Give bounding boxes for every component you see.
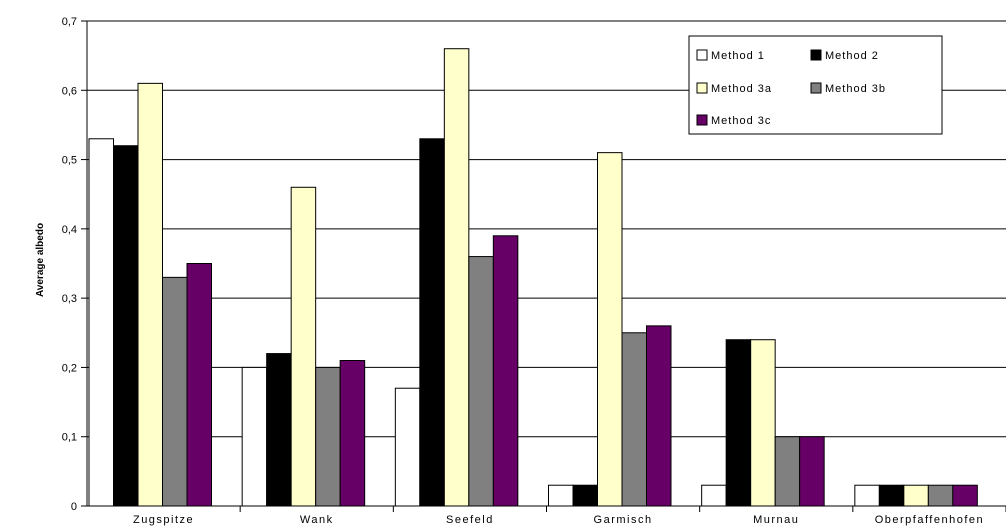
y-tick-label: 0,3 — [62, 293, 77, 305]
bar-method-1-seefeld — [394, 387, 421, 507]
gridlines — [87, 20, 1006, 438]
y-axis-label: Average albedo — [35, 223, 46, 297]
x-tick-label: Garmisch — [594, 514, 653, 526]
y-tick-labels: 0 0,1 0,2 0,3 0,4 0,5 0,6 0,7 — [62, 16, 77, 513]
bar-method-3c-seefeld — [492, 235, 519, 507]
y-tick-label: 0,1 — [62, 432, 77, 444]
legend-label: Method 1 — [711, 50, 765, 62]
bar-method-3b-garmisch — [621, 332, 647, 507]
legend-swatch-method-3a — [696, 82, 708, 94]
bar-method-3c-wank — [339, 360, 366, 507]
legend-swatch-method-3b — [810, 82, 822, 94]
y-tick-label: 0,6 — [62, 85, 77, 97]
x-tick-label: Wank — [300, 514, 334, 526]
bar-method-3a-seefeld — [443, 48, 470, 507]
x-tick-label: Zugspitze — [133, 514, 194, 526]
bar-method-3a-wank — [290, 186, 317, 507]
bar-method-3c-oberpfaffenhofen — [952, 484, 978, 507]
legend: Method 1 Method 2 Method 3a Method 3b Method… — [688, 35, 943, 135]
bar-method-3b-zugspitze — [162, 276, 188, 507]
y-tick-label: 0 — [71, 501, 77, 513]
y-tick-label: 0,2 — [62, 362, 77, 374]
bar-method-3c-murnau — [799, 436, 825, 507]
legend-swatch-method-1 — [696, 49, 708, 61]
bars — [88, 48, 978, 507]
bar-method-3c-zugspitze — [186, 263, 212, 507]
bar-method-3a-garmisch — [597, 152, 623, 507]
bar-method-3a-zugspitze — [137, 82, 163, 507]
bar-method-2-oberpfaffenhofen — [878, 484, 905, 507]
bar-method-3a-oberpfaffenhofen — [903, 484, 929, 507]
y-tick-label: 0,4 — [62, 224, 77, 236]
bar-method-1-wank — [241, 366, 268, 507]
bar-method-1-oberpfaffenhofen — [854, 484, 880, 507]
bar-method-2-murnau — [725, 339, 752, 507]
x-tick-label: Oberpfaffenhofen — [875, 514, 984, 526]
legend-swatch-method-2 — [810, 49, 822, 61]
x-tick-label: Seefeld — [446, 514, 494, 526]
bar-method-1-zugspitze — [88, 138, 114, 507]
legend-label: Method 2 — [825, 50, 879, 62]
bar-method-2-zugspitze — [113, 145, 139, 507]
bar-method-3b-seefeld — [468, 256, 494, 507]
x-tick-labels: Zugspitze Wank Seefeld Garmisch Murnau Oberpf… — [133, 514, 984, 526]
bar-method-3a-murnau — [750, 339, 776, 507]
bar-method-1-murnau — [701, 484, 727, 507]
y-tick-label: 0,5 — [62, 155, 77, 167]
axes — [81, 20, 1006, 512]
legend-swatch-method-3c — [696, 114, 708, 126]
bar-method-2-wank — [266, 353, 292, 507]
bar-method-3b-oberpfaffenhofen — [927, 484, 954, 507]
legend-label: Method 3c — [711, 115, 771, 127]
bar-method-3c-garmisch — [646, 325, 672, 507]
x-tick-label: Murnau — [753, 514, 799, 526]
bar-method-1-garmisch — [548, 484, 574, 507]
bar-method-2-garmisch — [572, 484, 598, 507]
y-tick-label: 0,7 — [62, 16, 77, 28]
bar-method-2-seefeld — [419, 138, 445, 507]
legend-label: Method 3b — [825, 83, 886, 95]
bar-method-3b-murnau — [774, 436, 801, 507]
legend-label: Method 3a — [711, 83, 772, 95]
bar-method-3b-wank — [315, 366, 341, 507]
